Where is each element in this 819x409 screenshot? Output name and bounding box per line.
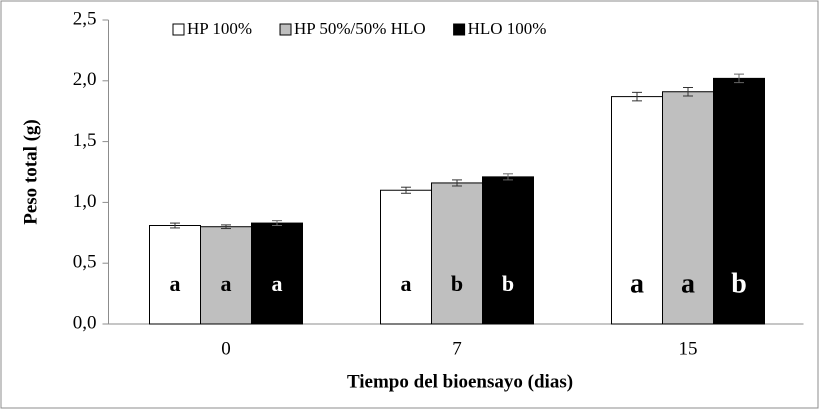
bar <box>431 182 483 325</box>
x-tick-label: 0 <box>221 338 231 359</box>
y-tick-label: 1,5 <box>73 130 97 151</box>
legend-label: HP 50%/50% HLO <box>294 19 426 38</box>
y-tick-label: 0,0 <box>73 312 97 333</box>
significance-letter: b <box>451 271 463 296</box>
y-axis-label: Peso total (g) <box>20 119 41 225</box>
significance-letter: a <box>681 268 695 299</box>
significance-letter: a <box>221 271 232 296</box>
significance-letter: a <box>630 268 644 299</box>
legend-swatch <box>453 23 466 36</box>
x-tick-label: 15 <box>679 338 698 359</box>
y-tick-label: 2,0 <box>73 69 97 90</box>
legend-swatch <box>172 23 185 36</box>
significance-letter: b <box>731 268 747 299</box>
bar <box>149 225 201 325</box>
significance-letter: a <box>170 271 181 296</box>
significance-letter: a <box>272 271 283 296</box>
legend-label: HLO 100% <box>468 19 547 38</box>
bar <box>482 176 534 325</box>
x-tick-label: 7 <box>452 338 462 359</box>
significance-letter: a <box>401 271 412 296</box>
y-tick-label: 2,5 <box>73 8 97 29</box>
significance-letter: b <box>502 271 514 296</box>
x-axis-label: Tiempo del bioensayo (dias) <box>347 371 573 392</box>
y-tick-label: 0,5 <box>73 252 97 273</box>
bar <box>662 91 714 325</box>
y-tick-label: 1,0 <box>73 191 97 212</box>
legend-swatch <box>279 23 292 36</box>
bar <box>713 77 765 325</box>
legend-label: HP 100% <box>187 19 252 38</box>
bar <box>251 222 303 325</box>
bar <box>380 189 432 325</box>
